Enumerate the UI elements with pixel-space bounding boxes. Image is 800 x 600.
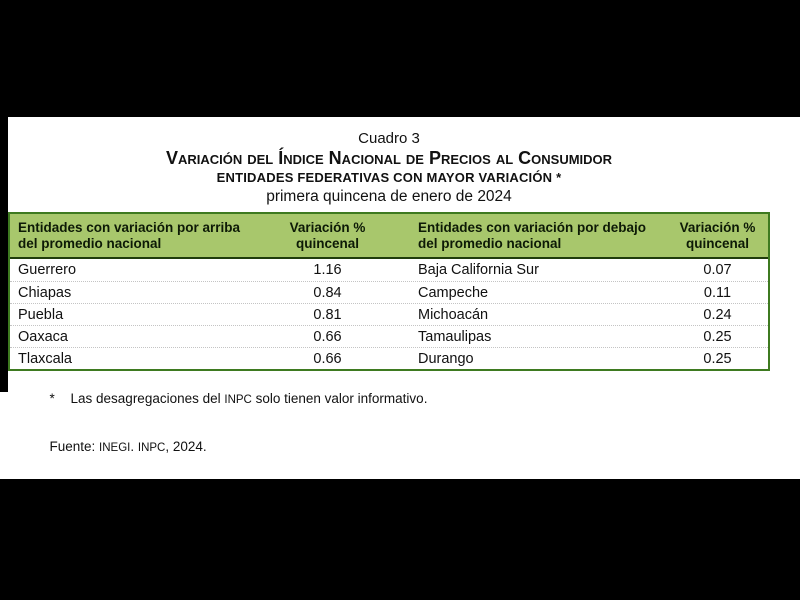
document: Cuadro 3 Variación del Índice Nacional d… [8,117,770,472]
entity-above-cell: Tlaxcala [18,350,72,367]
page-title: Variación del Índice Nacional de Precios… [165,148,613,168]
table-number: Cuadro 3 [358,130,420,147]
entity-above-cell: Guerrero [18,262,77,278]
footnote-marker: * [49,390,55,406]
footnote-line: * Las desagregaciones del INPC solo tiene… [12,375,770,424]
value-above-cell: 0.66 [313,328,342,345]
table-row: Puebla 0.81 Michoacán 0.24 [10,303,768,325]
value-below-cell: 0.07 [703,262,732,278]
header-variation-below-line1: Variación % [679,219,756,235]
value-above-cell: 0.81 [313,306,342,323]
header-variation-above-line2: quincenal [295,235,359,251]
value-below-cell: 0.11 [703,284,732,301]
entity-above-cell: Oaxaca [18,328,68,345]
entity-above-cell: Puebla [18,306,64,323]
source-suffix: , 2024. [165,439,207,454]
table-row: Oaxaca 0.66 Tamaulipas 0.25 [10,325,768,347]
title-block: Cuadro 3 Variación del Índice Nacional d… [8,117,770,206]
table-body: Guerrero 1.16 Baja California Sur 0.07 C… [10,259,768,369]
entity-below-cell: Durango [418,350,474,367]
source-inegi-acronym: INEGI [99,442,131,454]
page-subtitle: ENTIDADES FEDERATIVAS CON MAYOR VARIACIÓ… [216,170,562,185]
table-row: Tlaxcala 0.66 Durango 0.25 [10,347,768,369]
period-label: primera quincena de enero de 2024 [266,188,512,205]
variation-table: Entidades con variación por arriba del p… [8,212,770,371]
footnote-text-post: solo tienen valor informativo. [251,390,428,406]
value-below-cell: 0.25 [703,350,732,367]
entity-below-cell: Tamaulipas [418,328,492,345]
header-entities-above-line1: Entidades con variación por arriba [18,219,241,235]
header-entities-below-line2: del promedio nacional [418,235,562,251]
header-entities-above-line2: del promedio nacional [18,235,162,251]
table-row: Guerrero 1.16 Baja California Sur 0.07 [10,259,768,281]
slide: Cuadro 3 Variación del Índice Nacional d… [0,117,800,479]
entity-above-cell: Chiapas [18,284,72,301]
entity-below-cell: Baja California Sur [418,262,539,278]
header-variation-below-line2: quincenal [685,235,749,251]
value-above-cell: 1.16 [313,262,342,278]
table-row: Chiapas 0.84 Campeche 0.11 [10,281,768,303]
value-above-cell: 0.84 [313,284,342,301]
header-variation-below: Variación % quincenal [667,220,768,252]
header-variation-above-line1: Variación % [289,219,366,235]
source-label: Fuente: [49,439,100,454]
source-inpc-acronym: INPC [137,442,166,454]
value-below-cell: 0.24 [703,306,732,323]
footnote-text-pre: Las desagregaciones del [70,390,225,406]
header-entities-below: Entidades con variación por debajo del p… [400,220,667,252]
footnote-inpc-acronym: INPC [224,393,252,406]
value-below-cell: 0.25 [703,328,732,345]
footnotes: * Las desagregaciones del INPC solo tiene… [8,375,770,472]
header-entities-above: Entidades con variación por arriba del p… [10,220,255,252]
table-header-row: Entidades con variación por arriba del p… [10,214,768,259]
source-line: Fuente: INEGI. INPC, 2024. [12,424,770,473]
source-separator: . [130,439,138,454]
entity-below-cell: Michoacán [418,306,489,323]
header-entities-below-line1: Entidades con variación por debajo [418,219,647,235]
entity-below-cell: Campeche [418,284,489,301]
value-above-cell: 0.66 [313,350,342,367]
header-variation-above: Variación % quincenal [255,220,400,252]
left-edge-artifact [0,117,8,392]
